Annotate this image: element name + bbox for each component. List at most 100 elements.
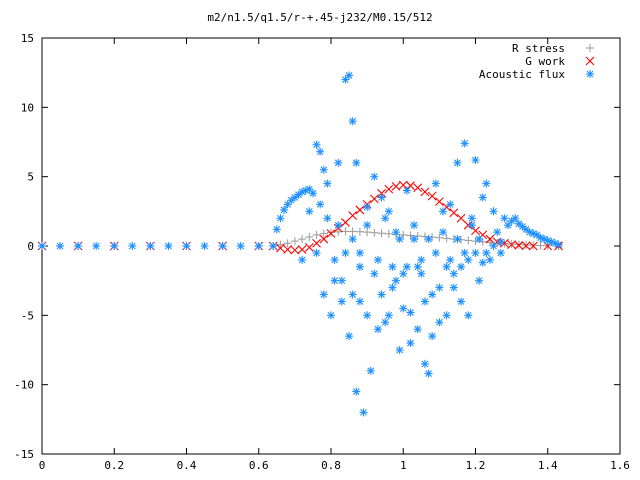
data-point [402, 262, 411, 271]
data-point [298, 255, 307, 264]
data-point [406, 308, 415, 317]
data-point [435, 318, 444, 327]
data-point [377, 229, 386, 238]
data-point [496, 237, 505, 246]
data-point [316, 147, 325, 156]
data-point [453, 235, 462, 244]
data-point [464, 255, 473, 264]
data-point [366, 366, 375, 375]
data-point [312, 248, 321, 257]
data-point [456, 213, 466, 223]
data-point [363, 203, 372, 212]
data-point [38, 242, 46, 250]
data-point [406, 181, 415, 191]
data-point [442, 234, 451, 243]
data-point [471, 248, 480, 257]
data-point [370, 172, 379, 181]
data-point [464, 311, 473, 320]
data-point [276, 240, 285, 249]
data-point [435, 233, 444, 242]
data-point [475, 276, 484, 285]
data-point [348, 211, 358, 220]
data-point [381, 318, 390, 327]
data-point [363, 228, 372, 237]
data-point [334, 221, 343, 230]
data-point [420, 297, 429, 306]
legend-label-acoustic-flux: Acoustic flux [479, 68, 565, 81]
data-point [370, 228, 379, 237]
data-point [355, 297, 364, 306]
data-point [384, 184, 394, 194]
data-point [536, 241, 545, 250]
y-tick-label: 15 [21, 32, 34, 45]
data-point [528, 241, 538, 251]
data-point [377, 193, 386, 202]
data-point [290, 245, 300, 255]
data-point [485, 255, 494, 264]
data-point [431, 179, 440, 188]
data-point [507, 217, 516, 226]
data-point [319, 234, 329, 244]
series-2 [38, 71, 563, 417]
data-point [373, 255, 382, 264]
data-point [467, 221, 476, 230]
data-point [330, 255, 339, 264]
data-point [341, 248, 350, 257]
data-point [399, 269, 408, 278]
data-point [410, 221, 419, 230]
data-point [446, 200, 455, 209]
data-point [182, 242, 191, 250]
data-point [254, 242, 263, 250]
data-point [363, 311, 372, 320]
data-point [413, 262, 422, 271]
data-point [434, 197, 444, 207]
data-point [478, 258, 487, 267]
data-point [482, 179, 491, 188]
data-point [308, 189, 317, 198]
data-point [449, 208, 459, 218]
data-point [384, 229, 393, 238]
legend: R stress G work Acoustic flux [479, 42, 595, 81]
data-point [395, 235, 404, 244]
x-tick-label: 0 [39, 459, 46, 472]
data-point [406, 231, 415, 240]
data-point [218, 242, 227, 250]
data-point [369, 194, 379, 204]
data-point [272, 225, 281, 234]
data-point [413, 183, 423, 193]
data-point [518, 222, 527, 231]
legend-marker [586, 70, 594, 78]
data-point [438, 228, 447, 237]
data-point [427, 191, 437, 201]
data-point [363, 221, 372, 230]
data-point [323, 214, 332, 223]
data-point [399, 230, 408, 239]
data-point [370, 269, 379, 278]
data-point [391, 181, 401, 191]
data-point [471, 226, 480, 236]
data-point [110, 242, 119, 250]
legend-marker [586, 44, 594, 52]
data-point [521, 241, 531, 251]
data-point [410, 235, 419, 244]
data-point [392, 228, 401, 237]
data-point [377, 188, 386, 198]
data-point [442, 262, 451, 271]
x-tick-label: 1.6 [610, 459, 630, 472]
data-point [446, 255, 455, 264]
data-point [478, 193, 487, 202]
data-point [298, 235, 307, 244]
data-point [345, 71, 354, 80]
data-point [146, 242, 155, 250]
data-point [377, 290, 386, 299]
chart-title: m2/n1.5/q1.5/r-+.45-j232/M0.15/512 [207, 11, 432, 24]
data-point [359, 408, 368, 417]
data-point [395, 346, 404, 354]
data-point [312, 238, 321, 248]
data-point [355, 227, 364, 236]
data-point [327, 311, 335, 320]
y-tick-label: 5 [27, 171, 34, 184]
data-marks [37, 71, 563, 417]
x-tick-label: 0.2 [104, 459, 124, 472]
